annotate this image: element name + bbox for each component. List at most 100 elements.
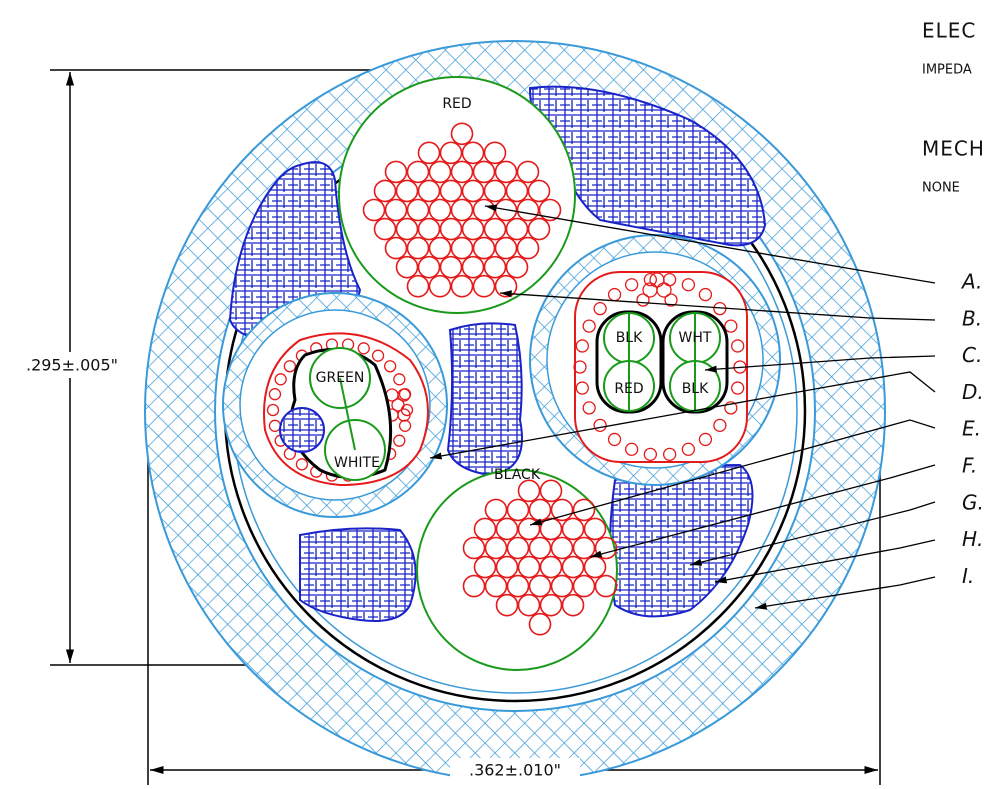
strand xyxy=(483,141,507,165)
strand xyxy=(539,593,563,617)
strand xyxy=(594,574,618,598)
label-red: RED xyxy=(442,96,471,112)
strand xyxy=(594,536,618,560)
strand xyxy=(506,536,530,560)
strand xyxy=(473,555,497,579)
drain-strand xyxy=(573,360,587,374)
strand xyxy=(406,198,430,222)
label-blk-pair: BLK xyxy=(682,381,709,397)
drain-strand xyxy=(357,342,370,355)
strand xyxy=(517,593,541,617)
callout-label: B. xyxy=(962,306,982,330)
drain-strand xyxy=(724,319,738,333)
drain-strand xyxy=(266,403,280,417)
strand xyxy=(506,498,530,522)
drain-strand xyxy=(698,287,713,302)
label-red-pair: RED xyxy=(614,381,643,397)
label-blk: BLK xyxy=(616,330,643,346)
strand xyxy=(483,217,507,241)
strand xyxy=(516,160,540,184)
callout-label: A. xyxy=(960,270,982,294)
strand xyxy=(462,574,486,598)
strand xyxy=(528,574,552,598)
strand xyxy=(417,217,441,241)
drain-strand xyxy=(681,442,696,456)
drain-strand xyxy=(274,373,287,386)
strand xyxy=(395,255,419,279)
drain-strand xyxy=(393,434,406,447)
drain-strand xyxy=(283,360,296,373)
strand xyxy=(439,141,463,165)
drain-strand xyxy=(649,272,665,288)
strand xyxy=(495,517,519,541)
strand xyxy=(561,517,585,541)
strand xyxy=(539,555,563,579)
drain-strand xyxy=(268,388,282,401)
strand xyxy=(527,217,551,241)
drain-strand xyxy=(575,381,589,395)
strand xyxy=(406,160,430,184)
drain-strand xyxy=(624,442,639,456)
strand xyxy=(505,255,529,279)
strand xyxy=(550,536,574,560)
strand xyxy=(461,217,485,241)
callout-label: I. xyxy=(962,564,974,588)
dim-height: .295±.005" xyxy=(26,356,118,375)
drain-strand xyxy=(662,447,677,462)
strand xyxy=(516,236,540,260)
dim-bg xyxy=(450,758,580,784)
drain-strand xyxy=(664,293,678,307)
dim-width: .362±.010" xyxy=(469,761,561,780)
callout-label: C. xyxy=(962,343,982,367)
drain-strand xyxy=(636,293,650,307)
drain-strand xyxy=(593,301,607,316)
strand xyxy=(494,236,518,260)
strand xyxy=(583,517,607,541)
strand xyxy=(550,574,574,598)
triad-filler xyxy=(279,407,325,453)
drain-strand xyxy=(724,401,738,415)
drain-strand xyxy=(681,278,696,292)
callout-label: E. xyxy=(962,417,981,441)
strand xyxy=(517,479,541,503)
drain-strand xyxy=(643,447,658,462)
strand xyxy=(572,574,596,598)
drain-strand xyxy=(593,418,607,433)
strand xyxy=(395,179,419,203)
label-wht: WHT xyxy=(679,330,712,346)
strand xyxy=(561,555,585,579)
label-black: BLACK xyxy=(494,467,541,483)
strand xyxy=(428,236,452,260)
strand xyxy=(516,198,540,222)
strand xyxy=(550,498,574,522)
strand xyxy=(495,593,519,617)
strand xyxy=(484,574,508,598)
drain-strand xyxy=(582,319,596,333)
strand xyxy=(572,498,596,522)
strand xyxy=(450,274,474,298)
drain-strand xyxy=(391,398,405,412)
strand xyxy=(428,160,452,184)
strand xyxy=(461,141,485,165)
drain-strand xyxy=(371,349,385,362)
drain-strand xyxy=(397,408,411,422)
drain-strand xyxy=(731,381,745,395)
strand xyxy=(417,141,441,165)
strand xyxy=(527,179,551,203)
strand xyxy=(450,236,474,260)
strand xyxy=(428,198,452,222)
red-conductor-insulation xyxy=(338,76,576,314)
strand xyxy=(484,498,508,522)
pair-wires xyxy=(603,312,721,412)
strand xyxy=(384,198,408,222)
drain-strand xyxy=(643,272,658,287)
strand xyxy=(484,536,508,560)
drain-strand xyxy=(384,360,397,373)
strand xyxy=(384,236,408,260)
strand xyxy=(450,160,474,184)
drain-strand xyxy=(607,432,622,447)
strand xyxy=(406,236,430,260)
drain-strand xyxy=(575,339,589,353)
strand xyxy=(561,593,585,617)
strand xyxy=(483,255,507,279)
